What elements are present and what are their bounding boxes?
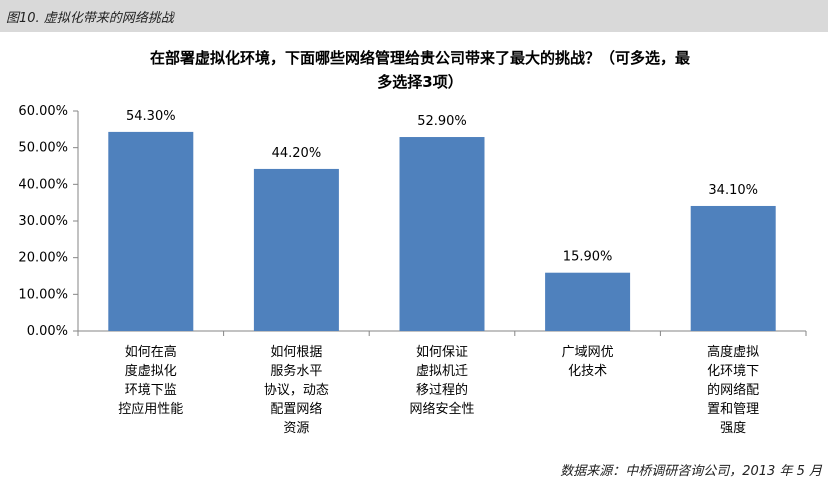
category-label-line: 移过程的	[415, 383, 468, 398]
bar-value-label: 52.90%	[417, 114, 467, 129]
figure-header-bar: 图10. 虚拟化带来的网络挑战	[0, 0, 828, 32]
y-tick-label: 60.00%	[18, 104, 68, 119]
bar-value-label: 34.10%	[708, 183, 758, 198]
bar	[690, 205, 776, 331]
category-label: 如何保证虚拟机迁移过程的网络安全性	[392, 343, 492, 419]
category-label-line: 置和管理	[707, 402, 760, 417]
category-label-line: 化环境下	[707, 364, 760, 379]
y-tick-label: 30.00%	[18, 214, 68, 229]
bar-value-label: 44.20%	[272, 146, 322, 161]
category-label-line: 如何保证	[415, 345, 468, 360]
category-label-line: 化技术	[568, 364, 608, 379]
bar	[399, 137, 485, 331]
category-label-line: 的网络配	[707, 383, 760, 398]
y-tick-label: 40.00%	[18, 177, 68, 192]
y-tick-label: 0.00%	[27, 324, 68, 339]
figure-caption: 图10. 虚拟化带来的网络挑战	[6, 11, 174, 26]
category-label: 如何在高度虚拟化环境下监控应用性能	[101, 343, 201, 419]
y-tick-label: 10.00%	[18, 287, 68, 302]
bar	[253, 168, 339, 331]
category-label-line: 环境下监	[124, 383, 177, 398]
bar-value-label: 15.90%	[563, 250, 613, 265]
bar	[545, 272, 631, 331]
category-label: 高度虚拟化环境下的网络配置和管理强度	[683, 343, 783, 438]
chart-title-line-2: 多选择3项）	[377, 73, 463, 91]
category-label-line: 协议，动态	[263, 383, 329, 398]
chart-title-line-1: 在部署虚拟化环境，下面哪些网络管理给贵公司带来了最大的挑战？（可多选，最	[149, 49, 690, 67]
category-label-line: 强度	[720, 421, 747, 436]
category-label-line: 如何根据	[270, 345, 323, 360]
category-label-line: 控应用性能	[118, 402, 184, 417]
category-label-line: 服务水平	[270, 364, 323, 379]
category-label-line: 高度虚拟	[707, 345, 760, 360]
category-label-line: 广域网优	[561, 345, 614, 360]
category-label-line: 度虚拟化	[124, 364, 177, 379]
y-tick-label: 50.00%	[18, 141, 68, 156]
bar	[108, 131, 194, 331]
bar-value-label: 54.30%	[126, 109, 176, 124]
category-label-line: 如何在高	[124, 345, 177, 360]
category-label-line: 资源	[283, 421, 310, 436]
category-label-line: 网络安全性	[409, 402, 475, 417]
category-label-line: 虚拟机迁	[415, 364, 468, 379]
data-source-note: 数据来源：中桥调研咨询公司，2013 年 5 月	[560, 464, 822, 479]
category-label: 如何根据服务水平协议，动态配置网络资源	[246, 343, 346, 438]
category-label-line: 配置网络	[270, 402, 323, 417]
y-tick-label: 20.00%	[18, 251, 68, 266]
chart-title: 在部署虚拟化环境，下面哪些网络管理给贵公司带来了最大的挑战？（可多选，最 多选择…	[90, 46, 750, 94]
category-label: 广域网优 化技术	[538, 343, 638, 381]
